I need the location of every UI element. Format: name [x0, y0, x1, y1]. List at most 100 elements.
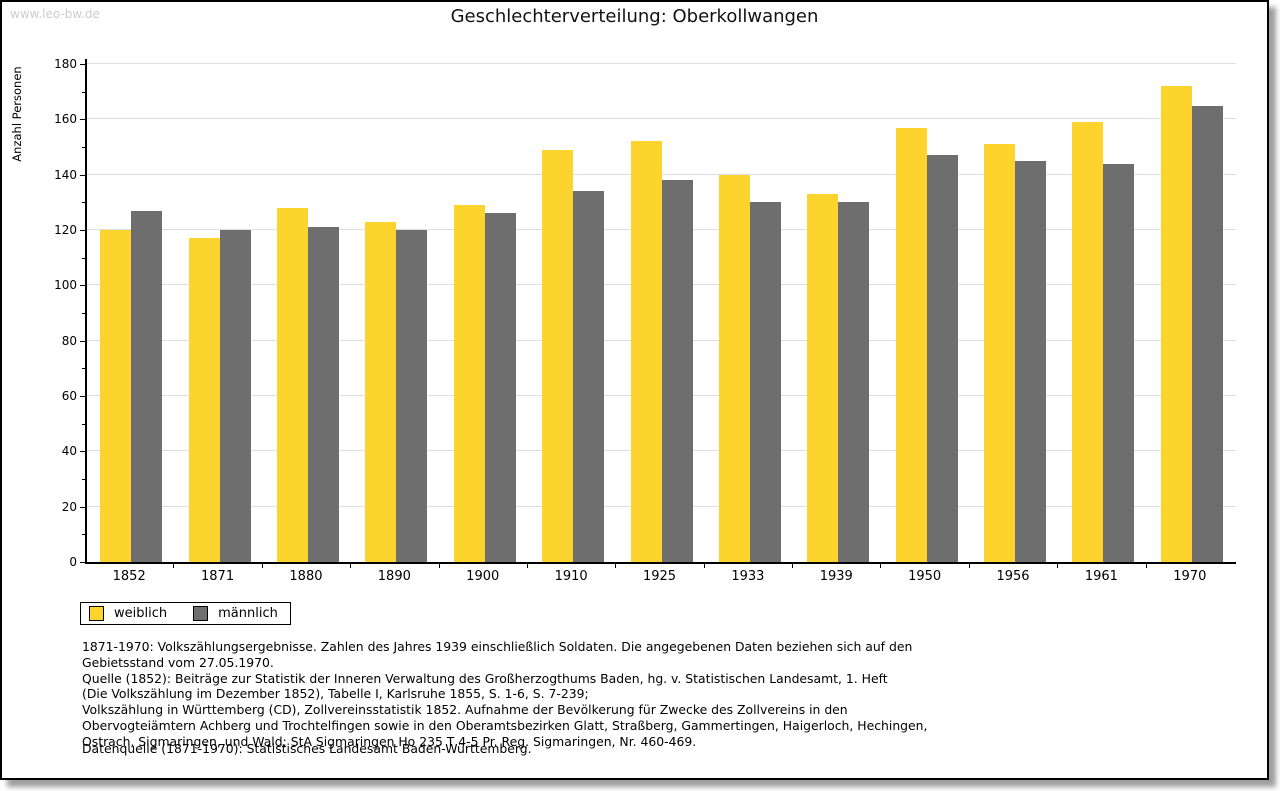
footnote-line: Gebietsstand vom 27.05.1970.: [82, 654, 274, 670]
legend-swatch-weiblich: [89, 606, 104, 621]
bar-weiblich-1890: [365, 221, 397, 562]
bar-männlich-1852: [131, 210, 163, 562]
x-tick-mark: [1057, 564, 1059, 568]
legend-item-weiblich: weiblich: [89, 606, 167, 621]
bar-männlich-1933: [749, 202, 781, 562]
y-tick-label: 180: [54, 57, 77, 71]
y-tick-minor: [82, 91, 85, 93]
y-tick-minor: [82, 368, 85, 370]
x-tick-label: 1939: [819, 569, 853, 584]
y-tick-label: 140: [54, 167, 77, 182]
x-tick-label: 1880: [289, 569, 323, 584]
chart-title: Geschlechterverteilung: Oberkollwangen: [450, 6, 819, 27]
x-tick-mark: [1145, 564, 1147, 568]
legend-label-weiblich: weiblich: [114, 606, 168, 621]
bar-männlich-1956: [1015, 160, 1047, 562]
bar-männlich-1910: [573, 191, 605, 562]
y-tick-label: 160: [54, 112, 77, 127]
x-tick-label: 1910: [554, 569, 588, 584]
bar-männlich-1880: [307, 227, 339, 562]
legend-label-männlich: männlich: [218, 606, 278, 621]
y-tick-label: 100: [54, 278, 77, 293]
x-tick-mark: [792, 564, 794, 568]
y-tick-major: [80, 396, 85, 397]
footnote-block: 1871-1970: Volkszählungsergebnisse. Zahl…: [82, 639, 927, 750]
bar-männlich-1890: [396, 230, 428, 562]
y-tick-major: [80, 64, 85, 65]
y-tick-label: 0: [69, 555, 77, 569]
gridline-180: [87, 63, 1236, 64]
y-tick-major: [80, 285, 85, 287]
y-tick-major: [80, 174, 85, 176]
x-tick-label: 1950: [908, 569, 942, 584]
y-tick-minor: [82, 534, 85, 536]
x-tick-mark: [526, 564, 528, 568]
bar-weiblich-1950: [895, 127, 927, 562]
x-tick-label: 1925: [642, 569, 677, 584]
bar-männlich-1871: [219, 230, 251, 562]
bar-männlich-1970: [1191, 105, 1223, 562]
x-tick-mark: [703, 564, 705, 568]
x-tick-mark: [880, 564, 882, 568]
y-tick-minor: [82, 147, 85, 148]
y-axis-title: Anzahl Personen: [10, 66, 24, 162]
bar-männlich-1925: [661, 180, 693, 562]
legend-swatch-männlich: [193, 606, 209, 621]
legend-box: weiblich männlich: [80, 602, 291, 625]
y-tick-minor: [82, 313, 85, 314]
x-tick-label: 1933: [731, 569, 765, 584]
bar-männlich-1950: [926, 155, 958, 562]
x-tick-label: 1961: [1084, 569, 1118, 584]
y-tick-major: [80, 562, 85, 563]
y-tick-minor: [82, 479, 85, 480]
y-tick-minor: [82, 257, 85, 259]
bar-weiblich-1970: [1160, 86, 1192, 562]
footnote-line: Quelle (1852): Beiträge zur Statistik de…: [82, 670, 888, 686]
bar-weiblich-1933: [718, 174, 750, 562]
x-tick-mark: [615, 564, 617, 568]
footnote-line: Obervogteiämtern Achberg und Trochtelfin…: [82, 717, 928, 733]
x-tick-label: 1956: [996, 569, 1030, 584]
watermark-text: www.leo-bw.de: [10, 7, 100, 21]
y-tick-label: 120: [54, 223, 77, 237]
bar-weiblich-1900: [453, 205, 485, 562]
bar-weiblich-1961: [1072, 122, 1104, 562]
bar-weiblich-1956: [984, 144, 1016, 562]
y-tick-label: 40: [61, 444, 77, 459]
x-tick-mark: [438, 564, 440, 568]
y-tick-major: [80, 119, 85, 121]
x-tick-label: 1890: [377, 569, 411, 584]
x-tick-mark: [173, 564, 175, 568]
bar-weiblich-1880: [276, 207, 308, 562]
y-tick-major: [80, 451, 85, 453]
bar-männlich-1900: [484, 213, 516, 562]
bar-männlich-1961: [1103, 163, 1135, 562]
bar-weiblich-1852: [100, 230, 132, 562]
y-tick-label: 20: [61, 499, 77, 514]
gridline-160: [87, 118, 1236, 120]
legend-item-männlich: männlich: [193, 606, 278, 621]
bar-weiblich-1910: [542, 149, 574, 562]
datasource-line: Datenquelle (1871-1970): Statistisches L…: [82, 741, 532, 756]
bar-weiblich-1871: [188, 238, 220, 562]
footnote-line: Ostrach, Sigmaringen, und Wald; StA Sigm…: [82, 733, 697, 749]
footnote-line: 1871-1970: Volkszählungsergebnisse. Zahl…: [82, 639, 913, 654]
y-tick-minor: [82, 423, 85, 425]
x-tick-label: 1970: [1173, 569, 1207, 584]
footnote-line: (Die Volkszählung im Dezember 1852), Tab…: [82, 686, 589, 702]
y-tick-major: [80, 506, 85, 508]
x-tick-label: 1900: [466, 569, 500, 584]
chart-frame: www.leo-bw.de Geschlechterverteilung: Ob…: [0, 0, 1269, 780]
y-tick-major: [80, 340, 85, 342]
bar-weiblich-1925: [630, 141, 662, 562]
footnote-line: Volkszählung in Württemberg (CD), Zollve…: [82, 702, 848, 718]
y-tick-major: [80, 230, 85, 231]
bar-männlich-1939: [838, 202, 870, 562]
plot-area: [85, 59, 1236, 564]
y-tick-label: 80: [61, 333, 77, 348]
y-tick-minor: [82, 202, 85, 204]
x-tick-mark: [261, 564, 263, 568]
gridline-140: [87, 173, 1236, 175]
x-tick-label: 1852: [112, 569, 146, 584]
x-tick-mark: [968, 564, 970, 568]
